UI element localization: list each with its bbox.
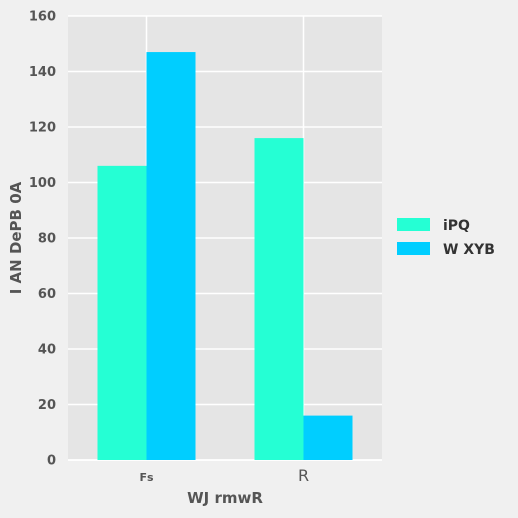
y-tick-label: 60 <box>38 287 56 302</box>
bar <box>98 166 147 460</box>
legend-label: W XYB <box>443 242 495 258</box>
y-axis-ticks: 0 20 40 60 80 100 120 140 160 <box>29 10 56 469</box>
legend: iPQ W XYB <box>397 218 495 258</box>
x-tick-label: Fs <box>139 471 154 484</box>
y-axis-label: I AN DePB 0A <box>7 181 25 294</box>
y-tick-label: 160 <box>29 10 56 25</box>
y-tick-label: 0 <box>47 454 56 469</box>
y-tick-label: 100 <box>29 176 56 191</box>
y-tick-label: 40 <box>38 343 56 358</box>
legend-swatch <box>397 218 430 231</box>
y-tick-label: 20 <box>38 398 56 413</box>
legend-swatch <box>397 242 430 255</box>
bar <box>147 52 196 460</box>
y-tick-label: 120 <box>29 121 56 136</box>
y-tick-label: 140 <box>29 65 56 80</box>
bar <box>255 138 304 460</box>
x-axis-label: WJ rmwR <box>187 489 263 507</box>
y-tick-label: 80 <box>38 232 56 247</box>
x-tick-label: R <box>298 466 309 485</box>
x-axis-ticks: Fs R <box>139 466 309 485</box>
legend-label: iPQ <box>443 218 470 234</box>
bar <box>304 416 353 460</box>
